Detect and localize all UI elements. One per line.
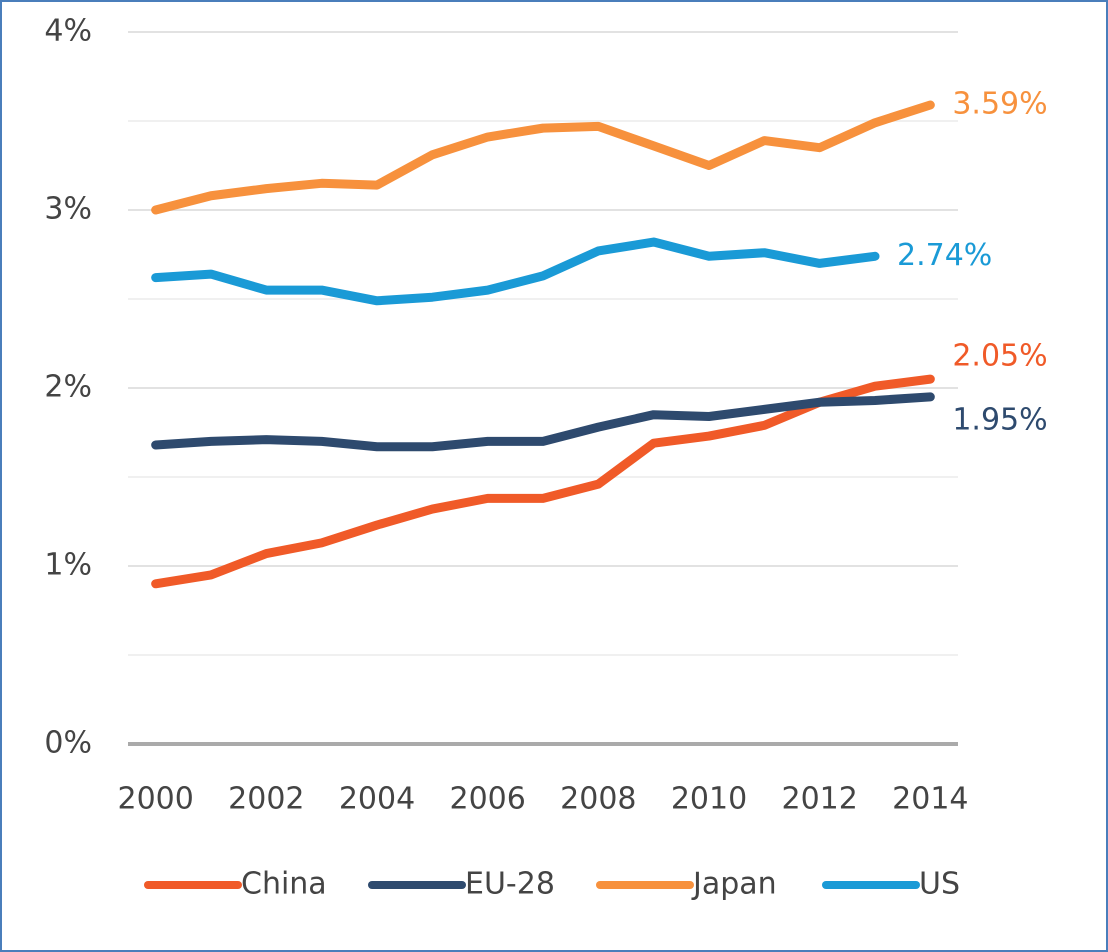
x-tick-label: 2010	[671, 782, 747, 817]
end-label: 1.95%	[952, 402, 1047, 437]
end-label: 2.05%	[952, 339, 1047, 374]
y-tick-label: 1%	[44, 548, 92, 583]
y-tick-label: 4%	[44, 14, 92, 49]
x-tick-label: 2006	[449, 782, 525, 817]
series-line	[151, 100, 935, 215]
series-line	[151, 392, 935, 452]
x-tick-label: 2008	[560, 782, 636, 817]
y-tick-label: 3%	[44, 192, 92, 227]
legend-label: EU-28	[465, 867, 555, 902]
end-label: 3.59%	[952, 86, 1047, 121]
series-line	[151, 237, 880, 306]
series-line	[151, 374, 935, 589]
x-tick-label: 2002	[228, 782, 304, 817]
y-tick-label: 2%	[44, 370, 92, 405]
x-tick-label: 2004	[339, 782, 415, 817]
legend-label: China	[241, 867, 327, 902]
x-tick-label: 2012	[781, 782, 857, 817]
y-tick-label: 0%	[44, 726, 92, 761]
x-tick-label: 2014	[892, 782, 968, 817]
legend-label: Japan	[691, 867, 777, 902]
legend-label: US	[919, 867, 960, 902]
end-label: 2.74%	[897, 238, 992, 273]
x-tick-label: 2000	[117, 782, 193, 817]
